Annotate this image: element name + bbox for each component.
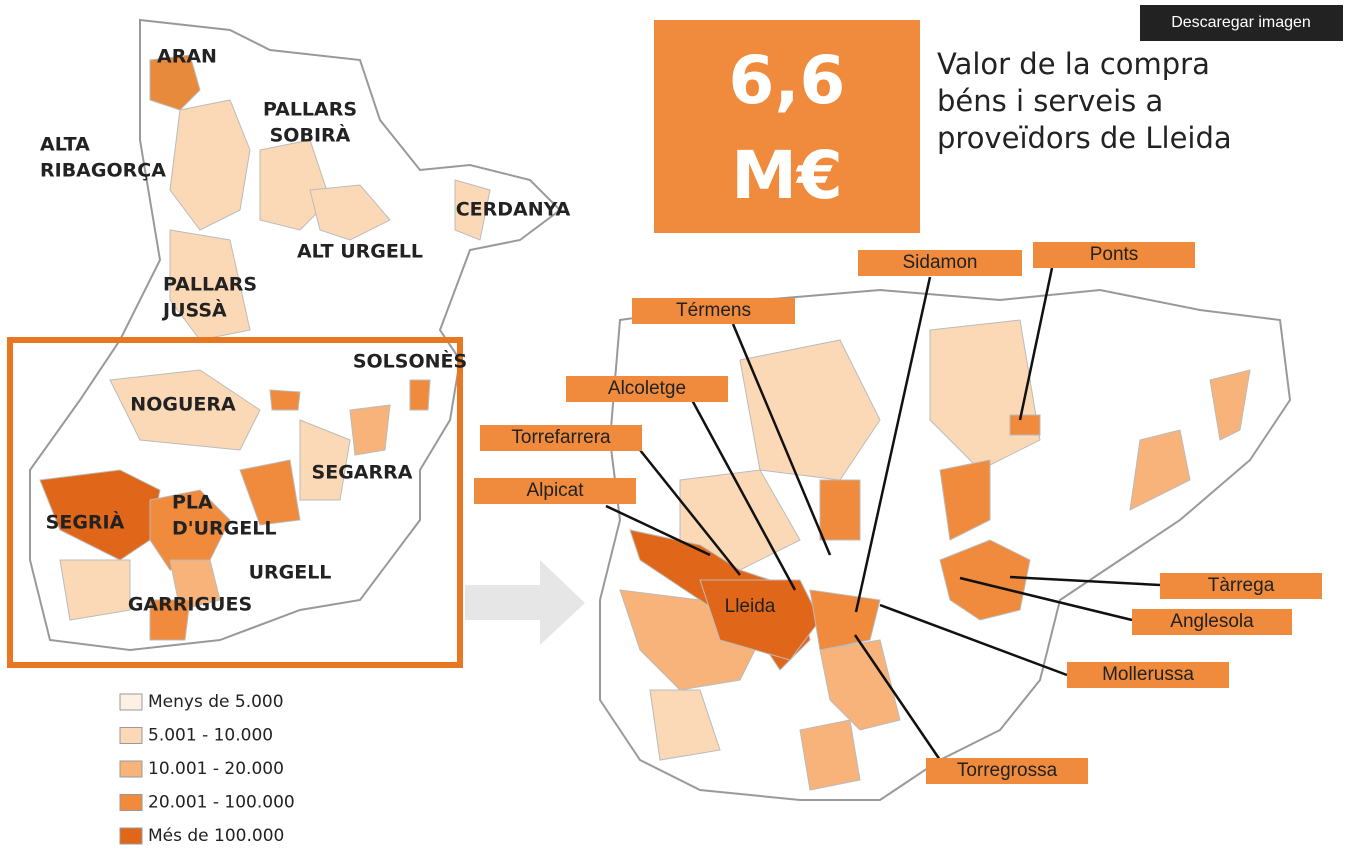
region-label: SOBIRÀ <box>270 124 351 147</box>
region-label: SOLSONÈS <box>353 350 467 373</box>
description: proveïdors de Lleida <box>937 121 1232 155</box>
region-label: SEGARRA <box>312 462 413 484</box>
description: béns i serveis a <box>937 84 1163 118</box>
region-label: ALTA <box>40 134 90 156</box>
region-label: CERDANYA <box>456 199 571 221</box>
town-label: Ponts <box>1090 244 1139 265</box>
center-label: Lleida <box>725 596 776 617</box>
legend-label: Més de 100.000 <box>148 826 284 846</box>
town-label: Alcoletge <box>608 378 686 399</box>
region-label: PALLARS <box>163 274 257 296</box>
region-label: RIBAGORÇA <box>40 160 166 182</box>
town-label: Tàrrega <box>1208 575 1275 596</box>
value-text: 6,6 <box>729 42 846 119</box>
region-label: SEGRIÀ <box>46 511 125 534</box>
legend-label: 20.001 - 100.000 <box>148 793 295 813</box>
region-label: JUSSÀ <box>161 299 227 322</box>
legend-label: 5.001 - 10.000 <box>148 726 273 746</box>
town-label: Térmens <box>676 300 751 321</box>
legend-label: Menys de 5.000 <box>148 692 284 712</box>
town-label: Torregrossa <box>957 760 1058 781</box>
region-label: URGELL <box>249 562 332 584</box>
legend-label: 10.001 - 20.000 <box>148 759 284 779</box>
region-label: PLA <box>172 492 213 514</box>
town-label: Alpicat <box>526 480 584 501</box>
region-label: PALLARS <box>263 99 357 121</box>
page: ARAN PALLARS SOBIRÀ ALTA RIBAGORÇA CERDANYA AL… <box>0 0 1350 852</box>
region-label: GARRIGUES <box>128 594 252 616</box>
arrow <box>465 560 585 645</box>
town-label: Anglesola <box>1170 611 1254 632</box>
download-button[interactable]: Descaregar imagen <box>1171 14 1311 31</box>
region-label: ALT URGELL <box>297 241 423 263</box>
description: Valor de la compra <box>937 47 1210 81</box>
legend-swatch <box>120 761 142 777</box>
legend-swatch <box>120 795 142 811</box>
legend-swatch <box>120 694 142 710</box>
legend-swatch <box>120 828 142 844</box>
town-label: Torrefarrera <box>511 427 611 448</box>
legend-swatch <box>120 728 142 744</box>
value-text: M€ <box>731 137 843 214</box>
town-label: Mollerussa <box>1102 664 1194 685</box>
region-label: NOGUERA <box>130 394 236 416</box>
town-label: Sidamon <box>903 252 978 273</box>
region-label: D'URGELL <box>172 518 276 540</box>
region-label: ARAN <box>157 46 217 68</box>
